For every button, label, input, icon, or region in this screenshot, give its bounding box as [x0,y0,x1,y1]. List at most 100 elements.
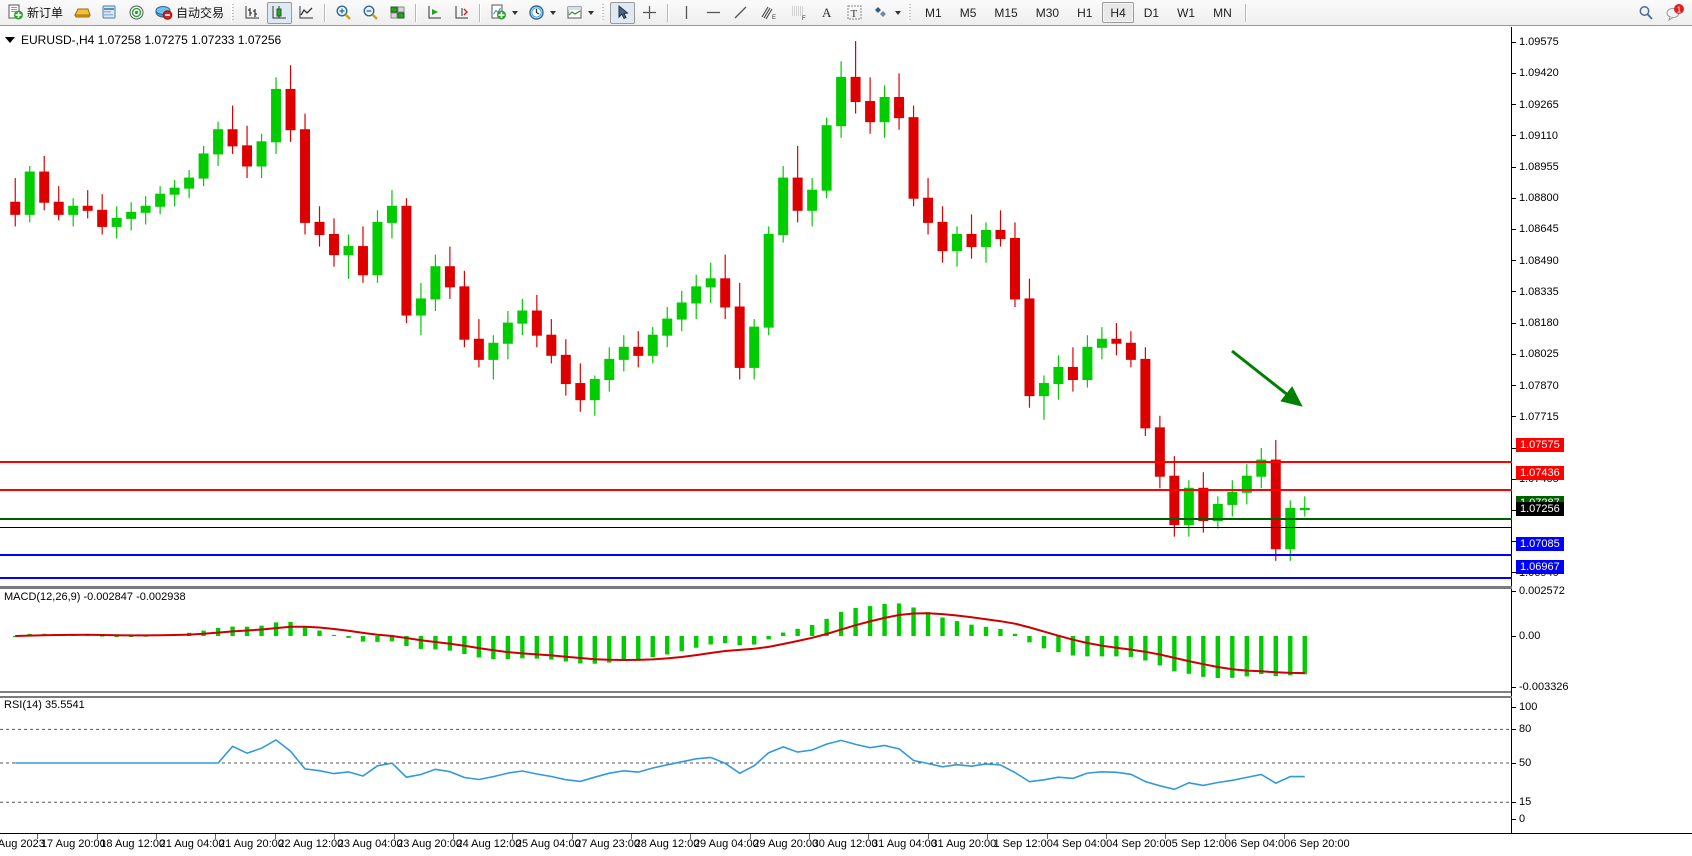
timeframe-m5[interactable]: M5 [959,5,977,20]
subwindow-separator-rsi [0,696,1512,698]
price-line-bid[interactable] [0,518,1512,520]
line-chart-button[interactable] [294,2,319,24]
radar-icon [128,4,145,21]
equidistant-channel-tool[interactable]: E [755,2,783,24]
svg-text:E: E [772,15,776,21]
price-tick: 1.08335 [1512,286,1559,298]
rsi-tick: 0 [1512,813,1525,825]
timeframe-w1[interactable]: W1 [1177,5,1196,20]
price-scale[interactable]: 1.09575 1.09420 1.09265 1.09110 1.08955 1.088… [1512,27,1692,833]
vertical-line-icon [678,4,695,21]
data-window-button[interactable] [124,2,149,24]
indicators-icon [490,4,507,21]
price-tick: 1.09265 [1512,99,1559,111]
objects-tool[interactable] [869,2,905,24]
time-grid-mark [512,834,514,839]
time-tick: 17 Aug 20:00 [40,838,106,850]
notifications-button[interactable]: 1 [1661,2,1689,24]
timeframe-d1[interactable]: D1 [1143,5,1160,20]
periods-button[interactable] [524,2,560,24]
time-grid-mark [274,834,276,839]
chevron-down-icon[interactable] [588,10,595,15]
toolbar-grip-2[interactable] [601,3,605,22]
toolbar-grip-1[interactable] [231,3,235,22]
vertical-line-tool[interactable] [674,2,699,24]
toolbar-separator-1 [324,3,327,22]
indicators-button[interactable] [486,2,522,24]
fibonacci-tool[interactable]: F [785,2,813,24]
timeframe-m30[interactable]: M30 [1035,5,1060,20]
timeframe-m1[interactable]: M1 [925,5,942,20]
autotrading-button[interactable]: 自动交易 [151,2,228,24]
chart-menu-triangle-icon[interactable] [5,37,15,43]
price-tick: 1.07715 [1512,411,1559,423]
time-grid-mark [809,834,811,839]
price-tick: 1.08955 [1512,161,1559,173]
chart-window[interactable]: EURUSD-,H4 1.07258 1.07275 1.07233 1.072… [0,26,1692,856]
bar-chart-button[interactable] [240,2,265,24]
timeframe-h1[interactable]: H1 [1077,5,1093,20]
autotrading-label: 自动交易 [176,6,225,20]
toolbar-grip-3[interactable] [908,3,912,22]
svg-text:A: A [822,5,832,20]
auto-scroll-button[interactable] [422,2,447,24]
time-tick: 21 Aug 04:00 [159,838,225,850]
gold-bar-button[interactable] [69,2,95,24]
tile-windows-button[interactable] [385,2,410,24]
zoom-out-icon [362,4,379,21]
market-watch-button[interactable] [97,2,122,24]
trendline-tool[interactable] [728,2,753,24]
chevron-down-icon[interactable] [512,10,519,15]
time-tick: 17 Aug 2023 [0,838,45,850]
time-tick: 18 Aug 12:00 [100,838,166,850]
horizontal-line-tool[interactable] [701,2,726,24]
toolbar-separator-4 [667,3,670,22]
price-line-4[interactable] [0,577,1512,579]
crosshair-tool[interactable] [637,2,662,24]
notifications-icon: 1 [1665,3,1685,22]
svg-text:T: T [851,8,858,20]
time-tick: 1 Sep 12:00 [993,838,1053,850]
timeframe-mn[interactable]: MN [1213,5,1232,20]
gold-bar-icon [73,4,91,21]
time-tick: 24 Aug 12:00 [456,838,522,850]
price-line-3[interactable] [0,554,1512,556]
text-tool[interactable]: A [815,2,840,24]
chart-plot-area[interactable]: EURUSD-,H4 1.07258 1.07275 1.07233 1.072… [0,27,1512,833]
cursor-tool[interactable] [610,1,636,24]
time-tick: 6 Sep 04:00 [1230,838,1291,850]
chart-symbol-header[interactable]: EURUSD-,H4 1.07258 1.07275 1.07233 1.072… [5,33,281,47]
chevron-down-icon[interactable] [550,10,557,15]
macd-series [0,603,1512,693]
time-grid-mark [393,834,395,839]
arrow-cursor-icon [614,4,631,21]
templates-button[interactable] [562,2,598,24]
chevron-down-icon[interactable] [895,10,902,15]
channel-icon: E [759,4,779,21]
candlestick-series [10,41,1310,561]
timeframe-m15[interactable]: M15 [994,5,1018,20]
zoom-out-button[interactable] [358,2,383,24]
trendline-icon [732,4,749,21]
symbol-ohlc-text: EURUSD-,H4 1.07258 1.07275 1.07233 1.072… [21,33,282,47]
timeframe-h4[interactable]: H4 [1102,2,1134,23]
price-tick: 1.09575 [1512,36,1559,48]
price-line-last[interactable] [0,527,1512,528]
autotrading-icon [155,4,173,21]
time-grid-mark [749,834,751,839]
price-line-1[interactable] [0,461,1512,463]
down-arrow-annotation[interactable] [1228,345,1348,435]
chart-shift-button[interactable] [449,2,474,24]
zoom-in-button[interactable] [331,2,356,24]
rsi-tick: 100 [1512,701,1537,713]
price-line-2[interactable] [0,489,1512,491]
tile-windows-icon [389,4,406,21]
text-label-tool[interactable]: T [842,2,867,24]
new-order-button[interactable]: 新订单 [3,2,67,24]
shapes-icon [873,4,890,21]
candlestick-chart-button[interactable] [267,1,293,24]
time-tick: 30 Aug 12:00 [812,838,878,850]
search-button[interactable] [1633,2,1659,24]
time-grid-mark [690,834,692,839]
